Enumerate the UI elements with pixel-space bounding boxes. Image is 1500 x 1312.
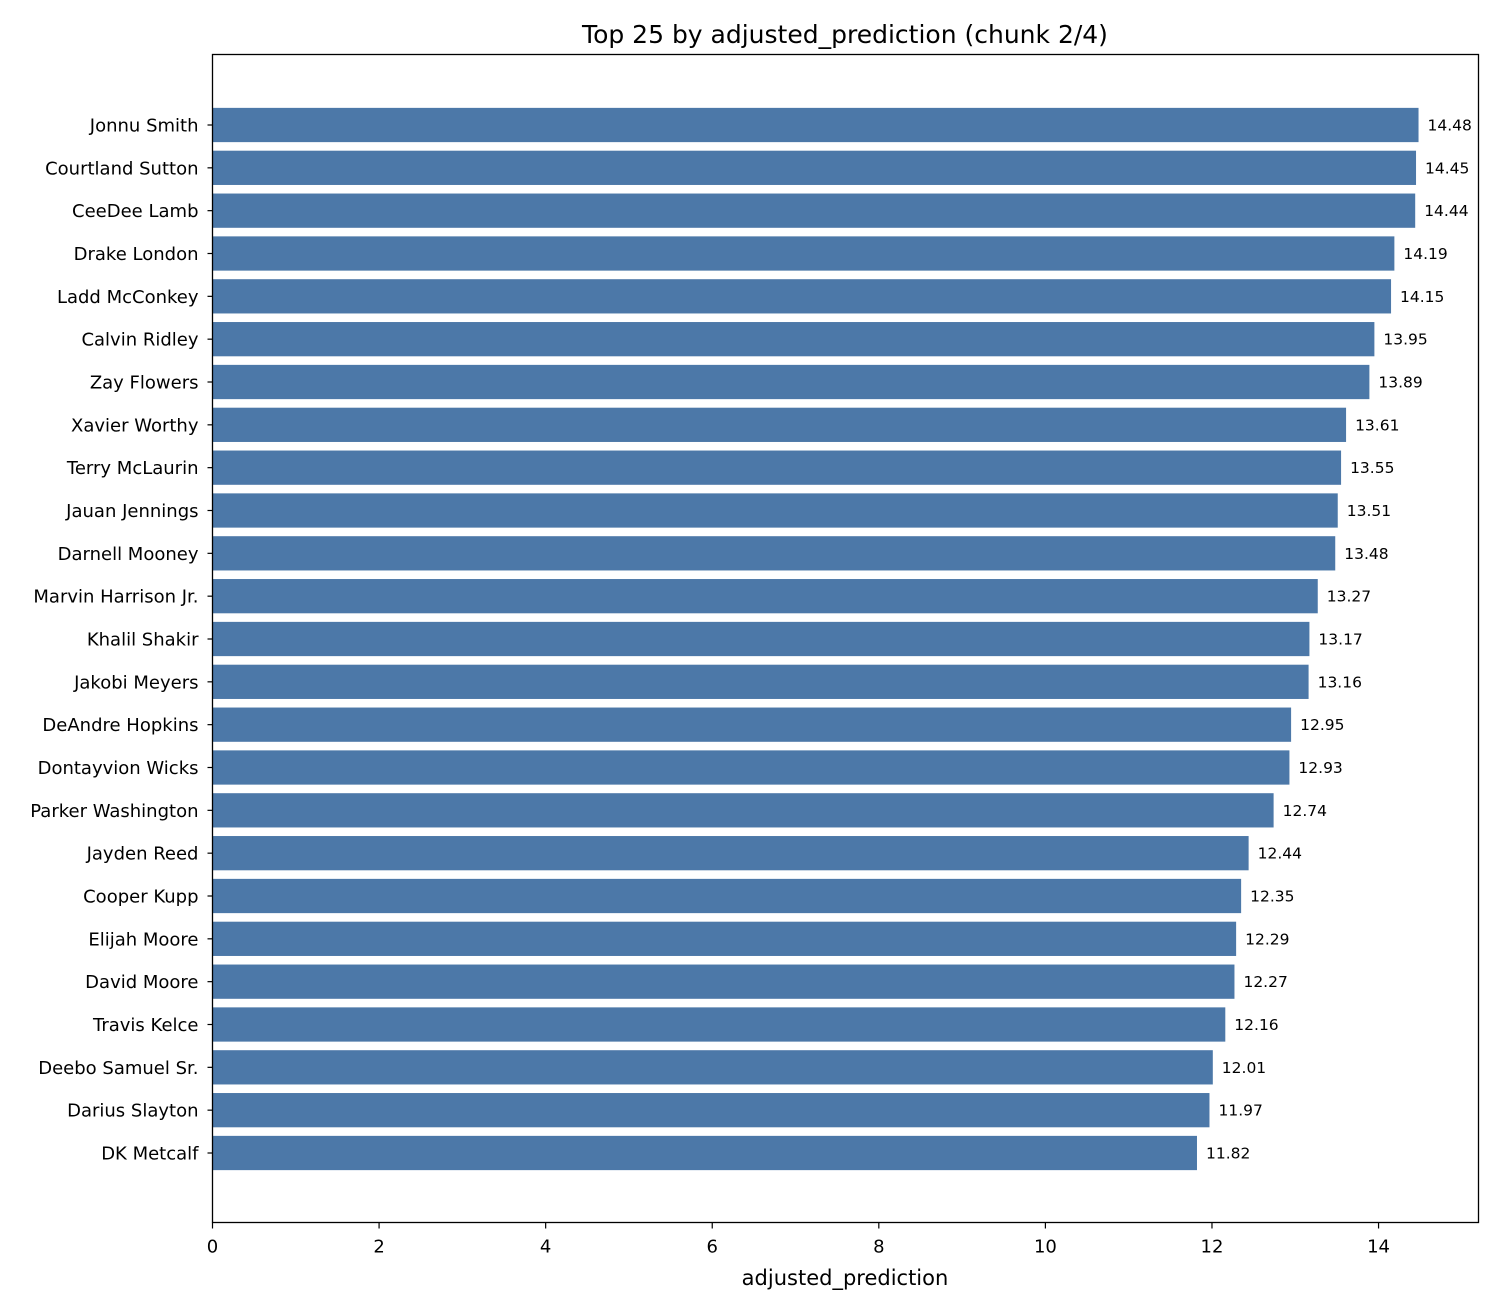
x-tick-label: 0 [207,1237,218,1258]
y-tick-label: David Moore [85,972,198,993]
bar-value-label: 12.16 [1234,1016,1278,1034]
bar-3 [212,236,1395,271]
y-tick-label: Elijah Moore [88,929,198,950]
x-tick-label: 8 [873,1237,884,1258]
bar-1 [212,150,1417,185]
bar-22 [212,1050,1213,1085]
bar-18 [212,878,1242,914]
bar-value-label: 12.29 [1245,930,1289,948]
chart-title: Top 25 by adjusted_prediction (chunk 2/4… [581,20,1108,49]
bar-0 [212,107,1419,143]
bar-15 [212,750,1290,785]
bar-value-label: 11.97 [1218,1102,1262,1120]
y-tick-label: Xavier Worthy [71,415,199,436]
bar-value-label: 13.61 [1355,416,1399,434]
bar-value-label: 13.95 [1383,331,1427,349]
bar-value-label: 14.15 [1400,288,1444,306]
bar-value-label: 12.35 [1250,888,1294,906]
bar-value-label: 12.95 [1300,716,1344,734]
y-tick-label: Dontayvion Wicks [38,758,199,779]
bar-value-label: 14.44 [1424,202,1468,220]
bar-20 [212,964,1235,999]
y-axis: Jonnu Smith Courtland Sutton CeeDee Lamb Dr… [30,116,213,1165]
y-tick-label: Jonnu Smith [89,116,199,137]
y-tick-label: Jayden Reed [86,844,199,865]
y-tick-label: CeeDee Lamb [72,201,198,222]
y-tick-label: Khalil Shakir [87,630,199,651]
y-tick-label: Zay Flowers [90,373,199,394]
bar-value-label: 11.82 [1206,1145,1250,1163]
y-tick-label: DeAndre Hopkins [42,715,198,736]
x-tick-label: 10 [1034,1237,1057,1258]
plot-frame [211,53,1480,1224]
bar-value-label: 12.01 [1222,1059,1266,1077]
x-tick-label: 14 [1367,1237,1390,1258]
x-tick-label: 2 [373,1237,384,1258]
bar-21 [212,1007,1226,1042]
bar-10 [212,536,1336,571]
y-tick-label: Parker Washington [30,801,198,822]
x-axis-label: adjusted_prediction [742,1266,949,1291]
bar-14 [212,707,1292,742]
x-tick-label: 6 [707,1237,718,1258]
bar-value-label: 12.44 [1258,845,1302,863]
x-axis: 0 2 4 6 8 10 12 14 [207,1222,1390,1258]
bar-value-label: 14.48 [1428,117,1472,135]
bar-7 [212,407,1347,442]
bar-value-label: 13.27 [1327,588,1371,606]
y-tick-label: Terry McLaurin [66,458,199,479]
bar-19 [212,921,1237,956]
bar-value-label: 12.27 [1243,973,1287,991]
bar-16 [212,793,1274,828]
x-tick-label: 4 [540,1237,551,1258]
y-tick-label: Marvin Harrison Jr. [33,587,198,608]
y-tick-label: Darnell Mooney [58,544,199,565]
bar-4 [212,279,1392,314]
y-tick-label: DK Metcalf [101,1144,199,1165]
bar-5 [212,322,1375,357]
bar-8 [212,450,1342,485]
y-tick-label: Calvin Ridley [81,330,198,351]
bar-value-label: 12.74 [1283,802,1327,820]
y-tick-label: Ladd McConkey [57,287,199,308]
x-tick-label: 12 [1201,1237,1224,1258]
y-tick-label: Cooper Kupp [83,887,198,908]
bar-value-label: 13.16 [1318,673,1362,691]
bar-value-label: 13.55 [1350,459,1394,477]
bar-17 [212,836,1249,871]
bar-value-label: 13.89 [1378,374,1422,392]
bar-value-label: 13.17 [1318,631,1362,649]
bar-value-label: 14.45 [1425,159,1469,177]
bar-value-label: 14.19 [1403,245,1447,263]
y-tick-label: Courtland Sutton [45,158,198,179]
y-tick-label: Jakobi Meyers [73,672,198,693]
bar-13 [212,664,1309,699]
bar-2 [212,193,1416,228]
bar-12 [212,621,1310,657]
bar-value-label: 13.51 [1347,502,1391,520]
y-tick-label: Deebo Samuel Sr. [38,1058,198,1079]
bar-value-label: 12.93 [1298,759,1342,777]
bar-value-label: 13.48 [1344,545,1388,563]
bar-6 [212,364,1370,400]
y-tick-label: Travis Kelce [92,1015,199,1036]
y-tick-label: Drake London [74,244,199,265]
bar-24 [212,1135,1197,1171]
y-tick-label: Jauan Jennings [65,501,198,522]
bar-11 [212,579,1318,614]
bar-23 [212,1093,1210,1128]
bar-9 [212,493,1338,528]
value-labels-group: 14.48 14.45 14.44 14.19 14.15 13.95 13.89 13.61… [1206,117,1472,1163]
y-tick-label: Darius Slayton [67,1101,198,1122]
bars-group [212,107,1419,1171]
